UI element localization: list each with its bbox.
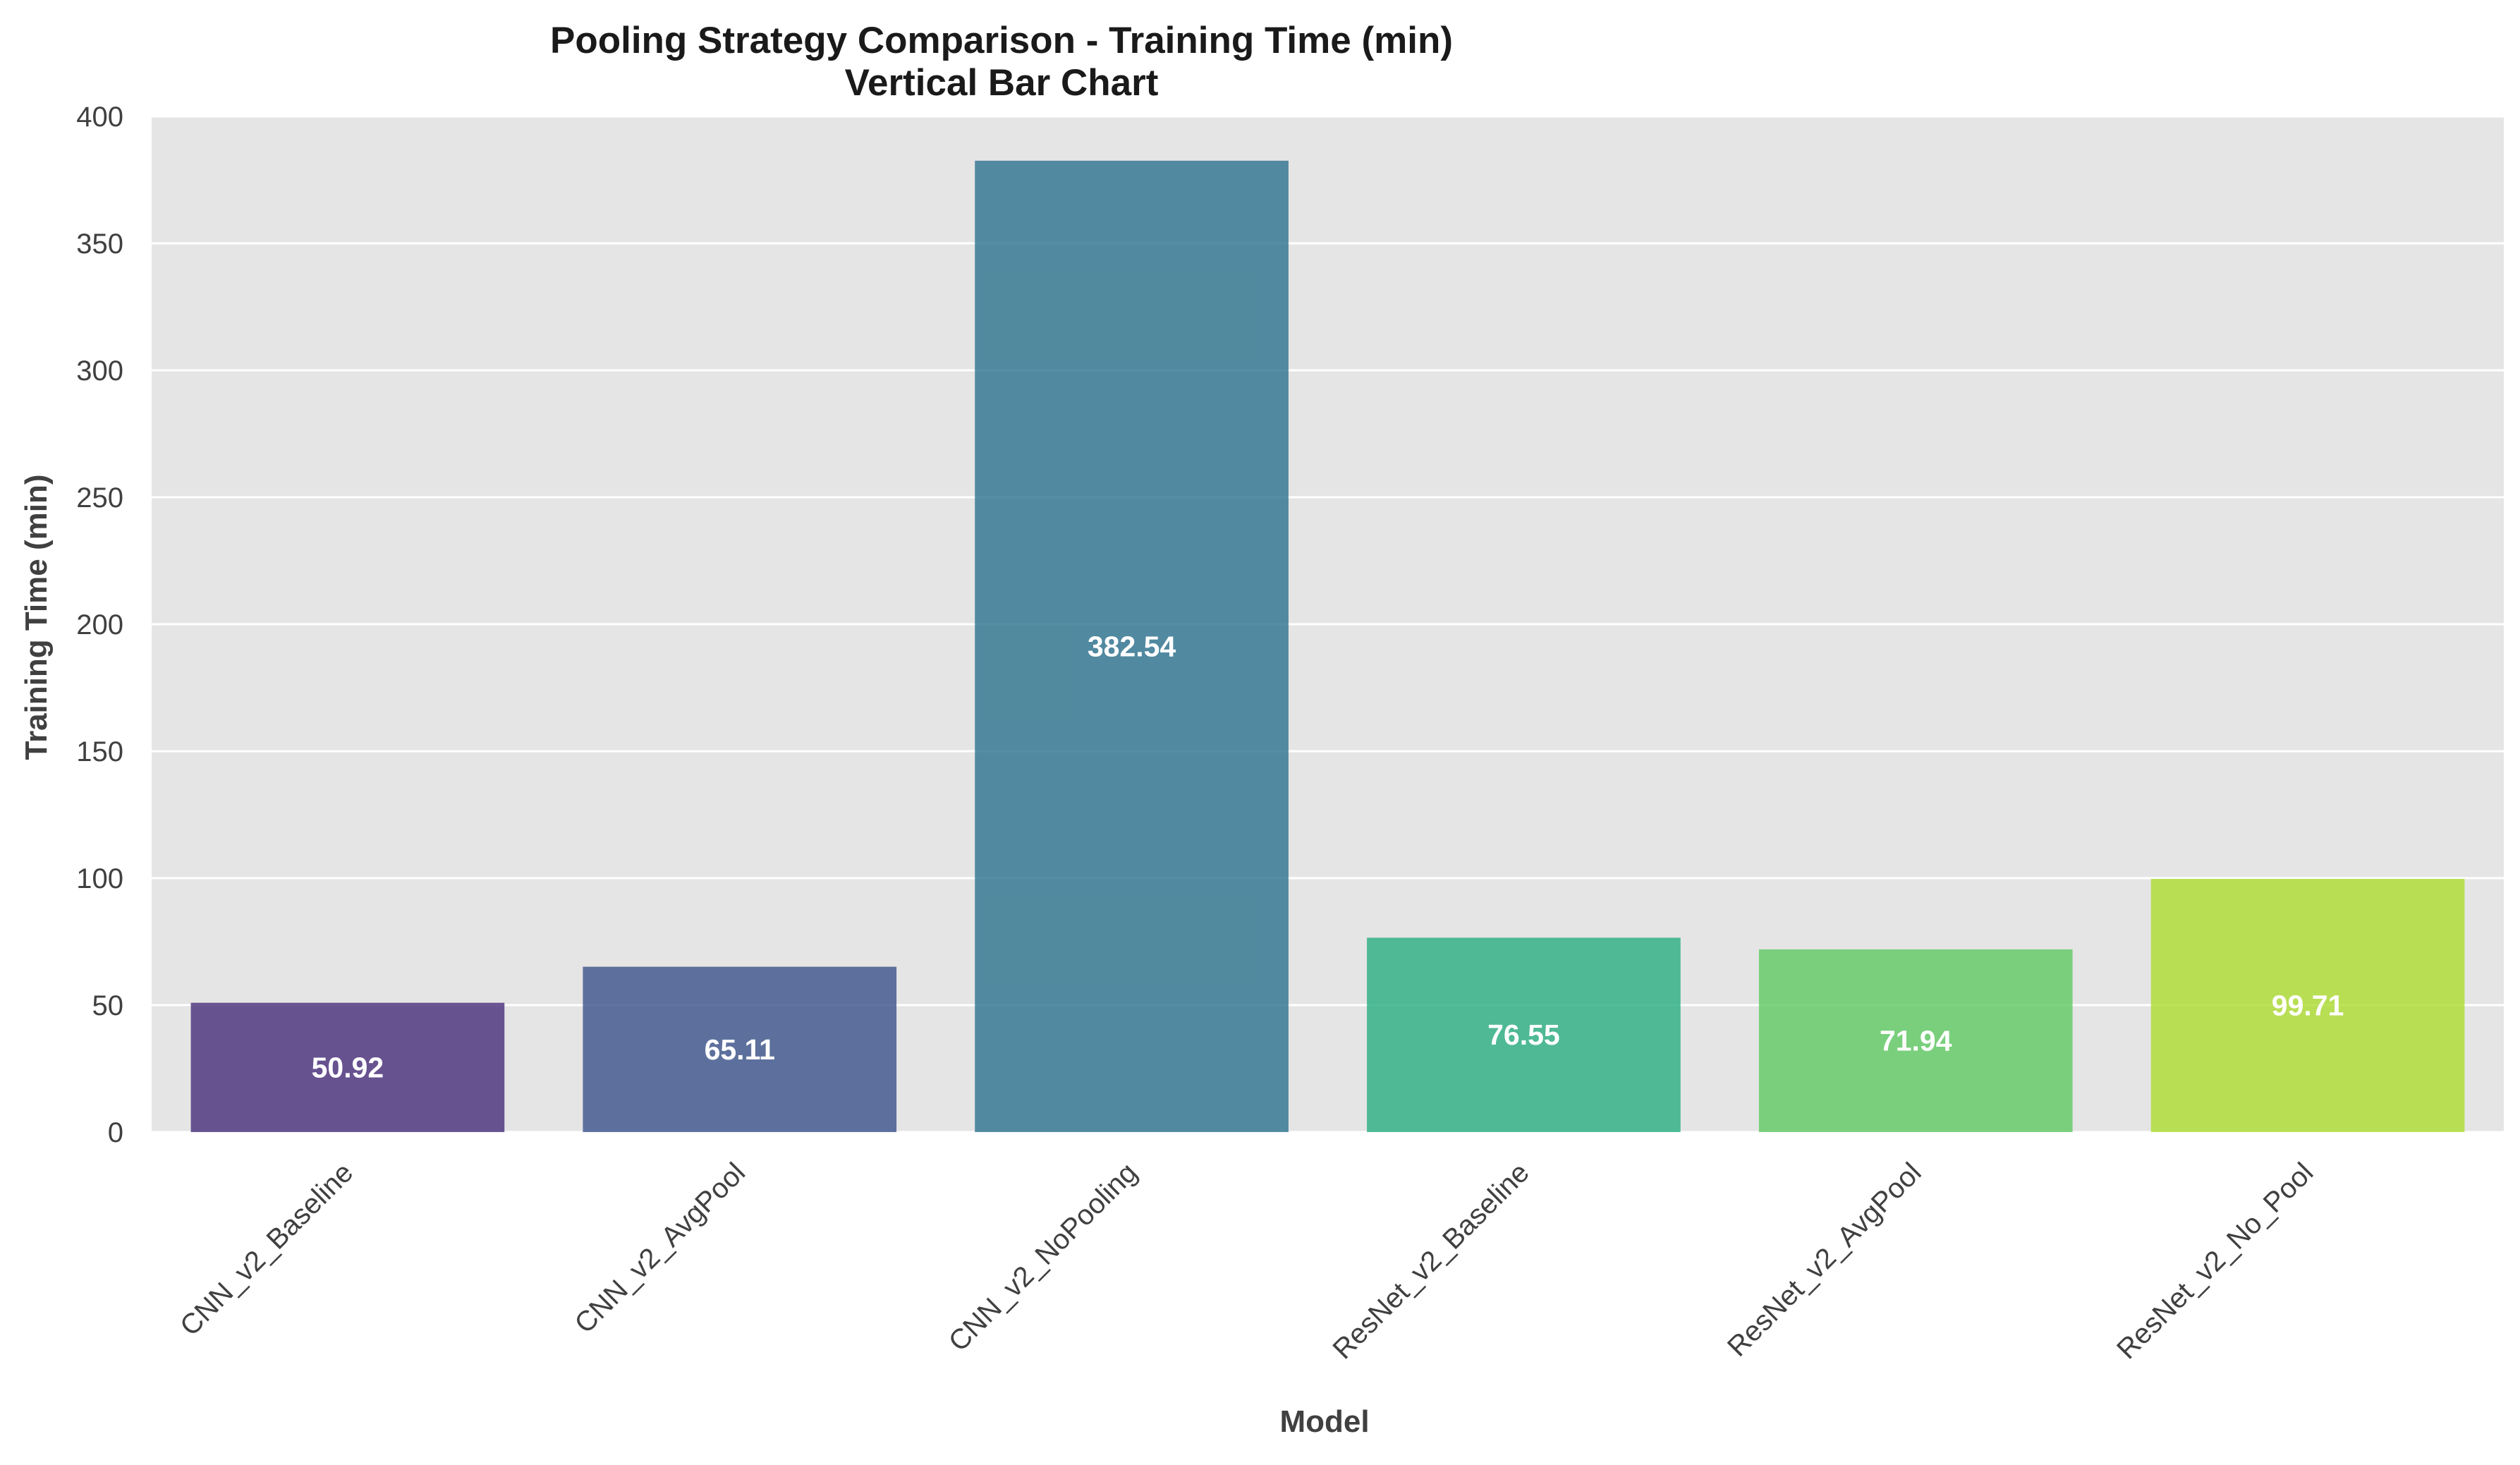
y-tick-label: 150 [76,736,123,767]
y-tick-label: 200 [76,609,123,640]
chart-subtitle: Vertical Bar Chart [845,62,1159,104]
bar-value-label: 382.54 [1088,630,1176,662]
y-tick-label: 300 [76,355,123,387]
bar-ResNet_v2_Baseline [1367,937,1681,1132]
y-tick-label: 350 [76,229,123,260]
bar-CNN_v2_Baseline [190,1002,505,1132]
bars [190,160,2465,1133]
y-tick-label: 100 [76,863,123,894]
y-tick-label: 0 [108,1117,123,1148]
data-labels: 50.92 65.11 382.54 76.55 71.94 99.71 [312,630,2344,1083]
bar-value-label: 76.55 [1487,1019,1560,1051]
y-tick-label: 400 [76,102,123,133]
bar-ResNet_v2_AvgPool [1758,949,2073,1132]
bar-value-label: 50.92 [312,1051,384,1083]
y-axis-ticks: 0 50 100 150 200 250 300 350 400 [76,102,123,1148]
y-tick-label: 250 [76,482,123,513]
bar-value-label: 99.71 [2272,990,2344,1022]
y-axis-label: Training Time (min) [19,474,54,760]
gridlines [152,115,2504,1133]
bar-value-label: 71.94 [1880,1025,1952,1057]
bar-value-label: 65.11 [705,1033,775,1066]
y-tick-label: 50 [92,990,124,1021]
chart-title: Pooling Strategy Comparison - Training T… [550,20,1453,61]
bar-CNN_v2_AvgPool [583,966,897,1132]
bar-ResNet_v2_No_Pool [2150,879,2465,1132]
bar-CNN_v2_NoPooling [975,160,1289,1133]
x-axis-label: Model [1279,1404,1369,1439]
